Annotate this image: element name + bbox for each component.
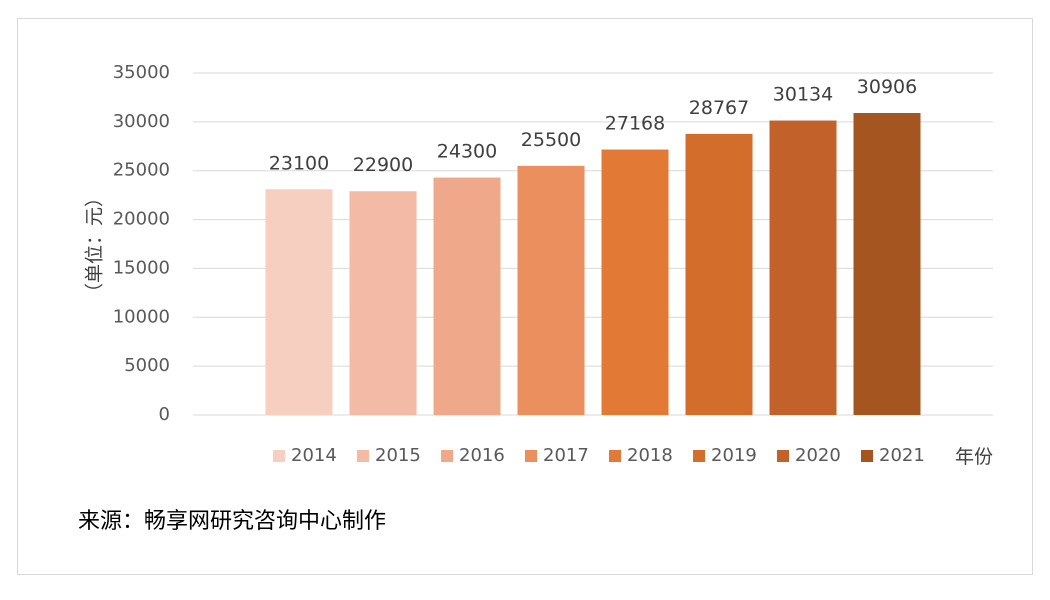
data-label-2020: 30134 [773, 84, 833, 106]
legend-swatch-2016 [441, 450, 453, 462]
data-label-2017: 25500 [521, 129, 581, 151]
y-tick-label: 30000 [113, 111, 170, 132]
data-label-2016: 24300 [437, 141, 497, 163]
data-label-2015: 22900 [353, 154, 413, 176]
bar-2016 [433, 177, 501, 415]
legend-label-2015: 2015 [375, 445, 421, 466]
y-axis-ticks: 0 5000 10000 15000 20000 25000 30000 35000 [113, 62, 170, 425]
legend-swatch-2020 [777, 450, 789, 462]
legend-swatch-2019 [693, 450, 705, 462]
bar-2020 [769, 120, 837, 416]
y-tick-label: 0 [159, 404, 170, 425]
legend-swatch-2014 [273, 450, 285, 462]
bar-2019 [685, 133, 753, 415]
y-tick-label: 15000 [113, 257, 170, 278]
legend-label-2019: 2019 [711, 445, 757, 466]
legend: 2014 2015 2016 2017 2018 2019 2020 2021 [273, 445, 925, 466]
legend-swatch-2018 [609, 450, 621, 462]
bar-2021 [853, 113, 921, 416]
bar-2017 [517, 165, 585, 415]
bar-2014 [265, 189, 333, 415]
y-tick-label: 20000 [113, 209, 170, 230]
legend-swatch-2017 [525, 450, 537, 462]
y-tick-label: 10000 [113, 306, 170, 327]
legend-label-2020: 2020 [795, 445, 841, 466]
bar-2018 [601, 149, 669, 415]
y-tick-label: 25000 [113, 160, 170, 181]
legend-label-2016: 2016 [459, 445, 505, 466]
legend-label-2017: 2017 [543, 445, 589, 466]
data-label-2019: 28767 [689, 97, 749, 119]
bar-2015 [349, 191, 417, 415]
legend-label-2014: 2014 [291, 445, 337, 466]
legend-swatch-2021 [861, 450, 873, 462]
data-label-2021: 30906 [857, 76, 917, 98]
data-label-2014: 23100 [269, 152, 329, 174]
data-label-2018: 27168 [605, 113, 665, 135]
legend-label-2021: 2021 [879, 445, 925, 466]
y-tick-label: 5000 [124, 355, 170, 376]
source-note: 来源：畅享网研究咨询中心制作 [78, 509, 387, 534]
data-labels: 23100 22900 24300 25500 27168 28767 30134 30906 [269, 76, 917, 176]
y-tick-label: 35000 [113, 62, 170, 83]
x-axis-label: 年份 [955, 446, 993, 468]
bars [265, 113, 921, 416]
y-axis-label: （单位：元） [84, 188, 106, 302]
legend-swatch-2015 [357, 450, 369, 462]
legend-label-2018: 2018 [627, 445, 673, 466]
